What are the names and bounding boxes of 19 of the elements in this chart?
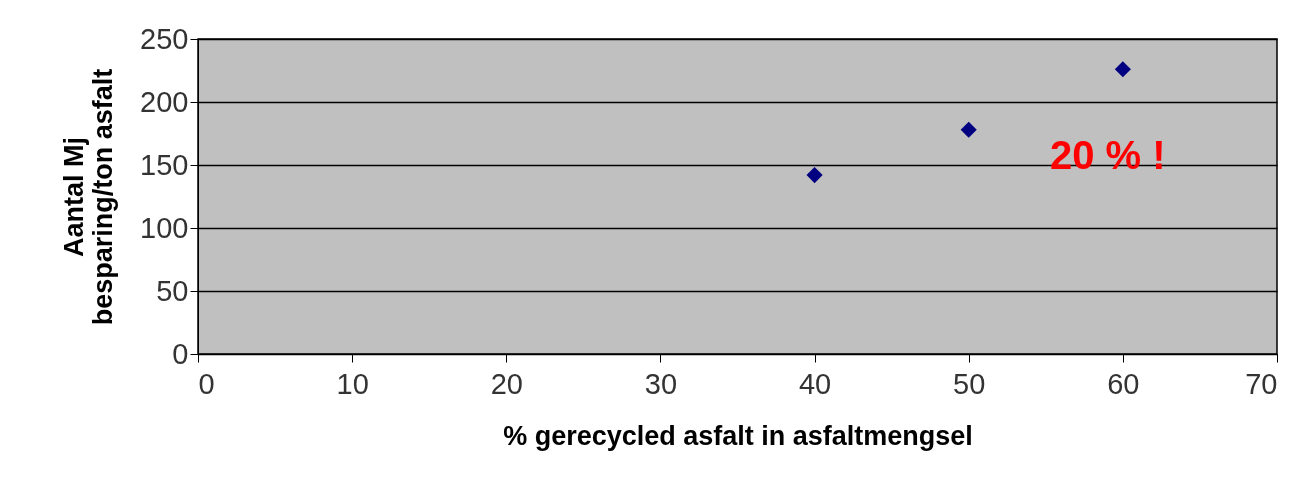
y-tick-label: 100	[140, 211, 189, 244]
x-tick-label: 60	[1107, 367, 1140, 400]
x-tick-label: 20	[490, 367, 523, 400]
x-tick-label: 70	[1245, 367, 1278, 400]
y-tick-label: 150	[140, 148, 189, 181]
x-tick-label: 50	[953, 367, 986, 400]
x-tick-label: 30	[644, 367, 678, 400]
point	[1114, 61, 1131, 78]
x-tick-label: 40	[798, 367, 832, 400]
y-tick-label: 0	[172, 337, 189, 370]
x-axis-title: % gerecycled asfalt in asfaltmengsel	[503, 420, 973, 451]
x-tick-label: 10	[336, 367, 369, 400]
point	[960, 121, 977, 138]
y-axis-title: Aantal Mj besparing/ton asfalt	[59, 68, 119, 326]
y-tick-label: 250	[140, 22, 189, 55]
x-tick-label: 0	[198, 367, 215, 400]
point	[806, 167, 823, 184]
y-tick-label: 50	[156, 274, 189, 307]
y-tick-label: 200	[140, 85, 189, 118]
